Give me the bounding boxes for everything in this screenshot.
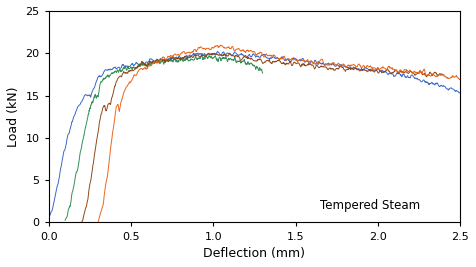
Y-axis label: Load (kN): Load (kN) — [7, 87, 20, 147]
X-axis label: Deflection (mm): Deflection (mm) — [203, 247, 306, 260]
Text: Tempered Steam: Tempered Steam — [320, 199, 420, 212]
